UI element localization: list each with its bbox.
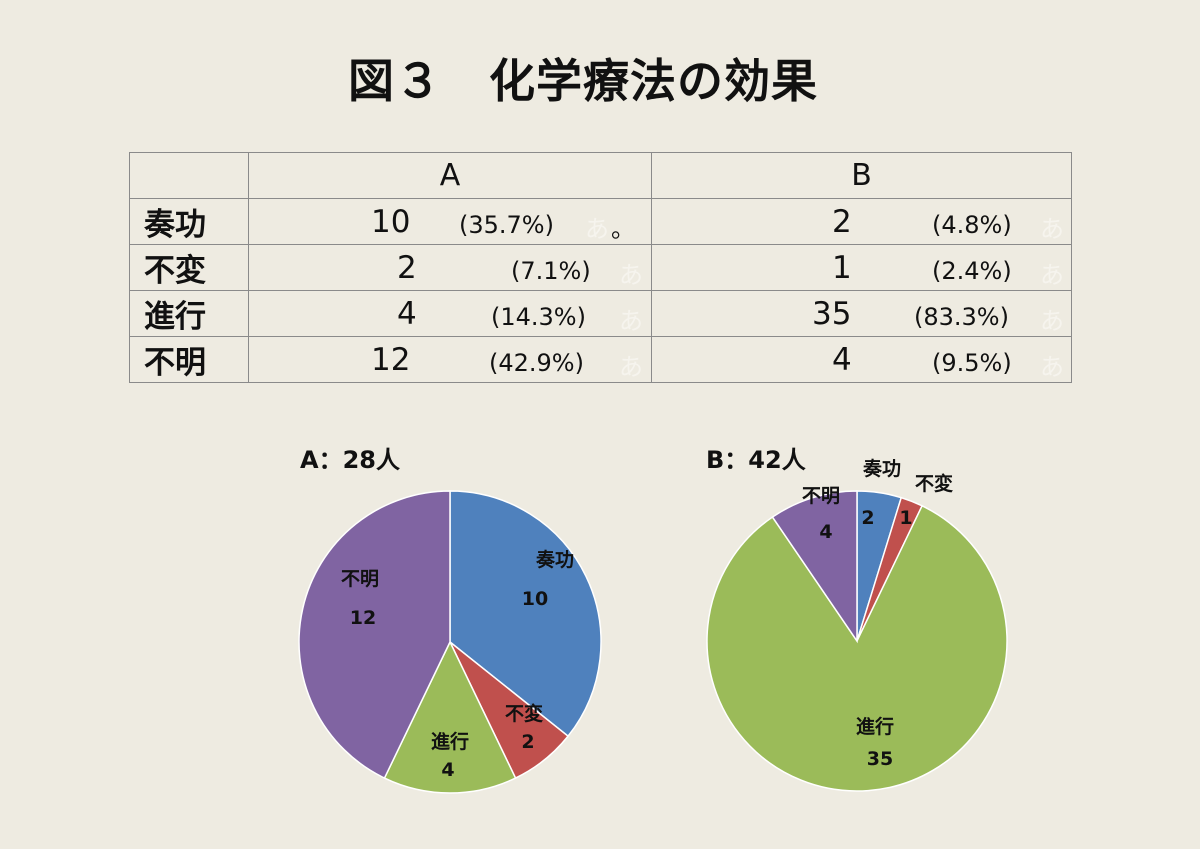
stray-mark: 。 — [611, 215, 635, 243]
results-table: A B 奏功 10 (35.7%) あ 。 2 (4.8%) あ 不変 2 (7… — [129, 152, 1072, 383]
row-label: 不変 — [129, 244, 249, 291]
table-header-row: A B — [129, 152, 1072, 199]
slice-label: 不変 — [915, 472, 953, 495]
cell-a: 10 (35.7%) あ 。 — [248, 198, 652, 245]
slice-value: 4 — [441, 759, 454, 781]
ghost-glyph: あ — [1040, 215, 1064, 243]
count-b: 4 — [832, 342, 852, 378]
slice-label: 不明 — [341, 568, 379, 590]
cell-b: 4 (9.5%) あ — [651, 336, 1072, 383]
slice-label: 進行 — [856, 715, 894, 738]
pie-slice-b-3 — [771, 490, 858, 644]
ghost-glyph: あ — [619, 353, 643, 381]
pie-slice-a-3 — [298, 490, 451, 780]
pct-b: (83.3%) — [914, 303, 1009, 331]
pct-a: (14.3%) — [491, 303, 586, 331]
table-row: 不変 2 (7.1%) あ 1 (2.4%) あ — [129, 244, 1072, 291]
slice-value: 2 — [521, 731, 534, 753]
ghost-glyph: あ — [1040, 353, 1064, 381]
count-a: 4 — [397, 296, 417, 332]
cell-b: 2 (4.8%) あ — [651, 198, 1072, 245]
cell-b: 1 (2.4%) あ — [651, 244, 1072, 291]
slice-value: 12 — [350, 607, 376, 629]
ghost-glyph: あ — [619, 307, 643, 335]
count-a: 12 — [371, 342, 411, 378]
slice-label: 奏功 — [862, 457, 901, 480]
row-label: 進行 — [129, 290, 249, 337]
slice-label: 奏功 — [535, 548, 574, 571]
pct-a: (35.7%) — [459, 211, 554, 239]
slice-value: 35 — [867, 748, 893, 770]
cell-b: 35 (83.3%) あ — [651, 290, 1072, 337]
count-b: 2 — [832, 204, 852, 240]
pct-b: (4.8%) — [932, 211, 1012, 239]
count-a: 2 — [397, 250, 417, 286]
header-b: B — [651, 152, 1072, 199]
pct-a: (7.1%) — [511, 257, 591, 285]
ghost-glyph: あ — [619, 261, 643, 289]
count-a: 10 — [371, 204, 411, 240]
table-row: 不明 12 (42.9%) あ 4 (9.5%) あ — [129, 336, 1072, 383]
header-a: A — [248, 152, 652, 199]
slice-label: 不変 — [505, 702, 543, 725]
pct-a: (42.9%) — [489, 349, 584, 377]
chart-b-title: B：42人 — [706, 446, 806, 474]
pct-b: (9.5%) — [932, 349, 1012, 377]
header-blank — [129, 152, 249, 199]
slice-label: 不明 — [802, 485, 840, 507]
cell-a: 2 (7.1%) あ — [248, 244, 652, 291]
pie-slice-b-2 — [706, 504, 1008, 792]
pie-slice-a-2 — [383, 640, 517, 794]
cell-a: 12 (42.9%) あ — [248, 336, 652, 383]
table-row: 進行 4 (14.3%) あ 35 (83.3%) あ — [129, 290, 1072, 337]
ghost-glyph: あ — [1040, 307, 1064, 335]
slice-label: 進行 — [431, 730, 469, 753]
page-title: 図３ 化学療法の効果 — [348, 54, 818, 108]
slice-value: 1 — [899, 507, 912, 529]
ghost-glyph: あ — [1040, 261, 1064, 289]
chart-a-title: A：28人 — [300, 446, 400, 474]
count-b: 1 — [832, 250, 852, 286]
slice-value: 2 — [861, 507, 874, 529]
cell-a: 4 (14.3%) あ — [248, 290, 652, 337]
table-row: 奏功 10 (35.7%) あ 。 2 (4.8%) あ — [129, 198, 1072, 245]
ghost-glyph: あ — [585, 215, 609, 243]
row-label: 奏功 — [129, 198, 249, 245]
slice-value: 4 — [819, 521, 832, 543]
slice-value: 10 — [522, 588, 548, 610]
pie-slice-a-0 — [449, 490, 602, 738]
pct-b: (2.4%) — [932, 257, 1012, 285]
count-b: 35 — [812, 296, 852, 332]
